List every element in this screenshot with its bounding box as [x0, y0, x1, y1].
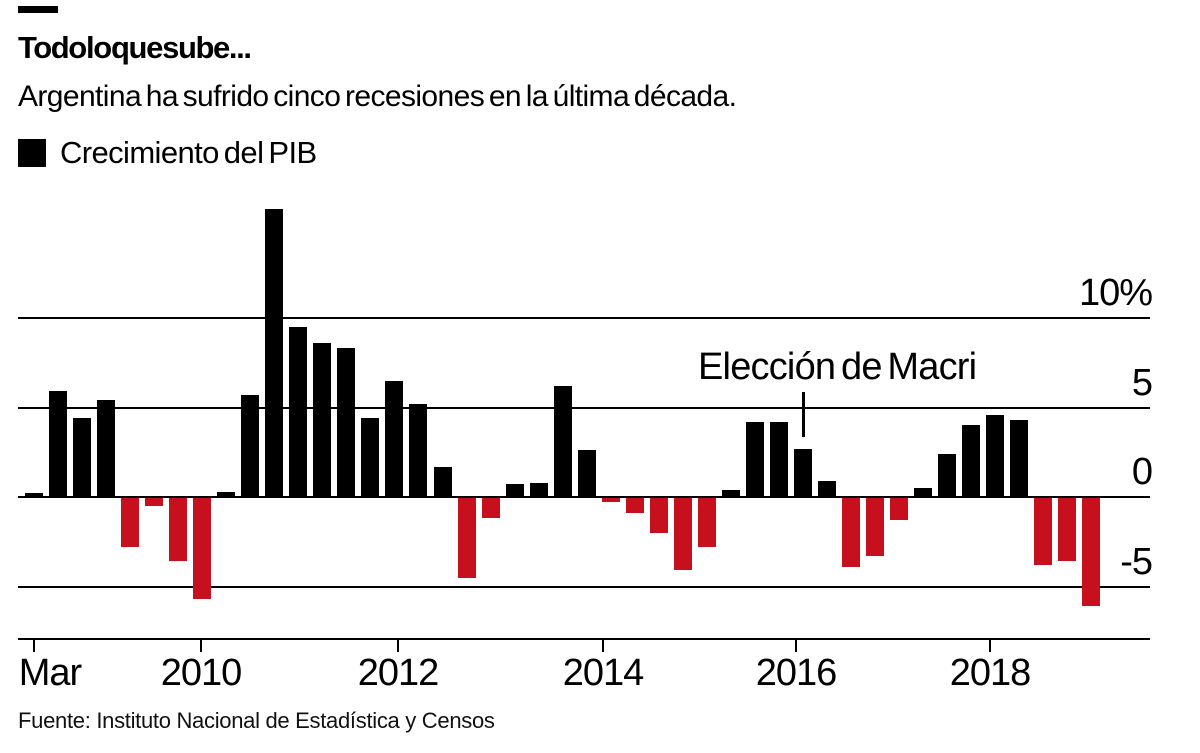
- x-axis-line: [18, 638, 1150, 640]
- x-axis-label: 2012: [357, 652, 440, 694]
- bar: [553, 386, 572, 497]
- top-rule: [18, 6, 58, 13]
- bar: [890, 497, 909, 521]
- annotation-label: Elección de Macri: [698, 346, 977, 388]
- chart-subtitle: Argentina ha sufrido cinco recesiones en…: [18, 80, 737, 113]
- bar: [601, 497, 620, 503]
- bar: [73, 418, 92, 497]
- bar: [625, 497, 644, 514]
- bar: [193, 497, 212, 600]
- x-axis-tick: [33, 638, 35, 652]
- bar: [265, 208, 284, 497]
- bar: [745, 421, 764, 497]
- gridline-5: [18, 406, 1150, 409]
- bar: [1034, 497, 1053, 566]
- x-axis-label: 2016: [755, 652, 838, 694]
- bar: [721, 489, 740, 497]
- x-axis-label: 2018: [949, 652, 1032, 694]
- bar: [793, 448, 812, 497]
- gridline-10: [18, 317, 1150, 319]
- zero-baseline: [18, 496, 1150, 498]
- source-note: Fuente: Instituto Nacional de Estadístic…: [18, 708, 495, 733]
- bar: [817, 480, 836, 497]
- bar: [169, 497, 188, 562]
- bar: [289, 326, 308, 497]
- x-axis-label: 2010: [160, 652, 243, 694]
- x-axis-tick: [989, 638, 991, 652]
- y-axis-label: -5: [1120, 540, 1153, 583]
- bar: [866, 497, 885, 557]
- bar: [673, 497, 692, 571]
- bar: [241, 394, 260, 497]
- chart-title: Todo lo que sube...: [18, 30, 252, 65]
- x-axis-tick: [795, 638, 797, 652]
- annotation-pointer-line: [801, 392, 805, 437]
- bar: [25, 493, 43, 497]
- legend-label: Crecimiento del PIB: [60, 135, 317, 170]
- bar: [457, 497, 476, 578]
- bar: [1058, 497, 1077, 562]
- bar: [145, 497, 164, 506]
- bar: [97, 400, 116, 497]
- gridline--5: [18, 585, 1150, 588]
- bar: [529, 482, 548, 497]
- bar: [938, 454, 957, 497]
- bar: [1082, 497, 1101, 607]
- x-axis-tick: [602, 638, 604, 652]
- bar: [49, 391, 68, 497]
- bar: [481, 497, 500, 519]
- bar: [121, 497, 140, 548]
- bar: [697, 497, 716, 548]
- bar: [313, 343, 332, 497]
- bar: [337, 348, 356, 497]
- bar: [217, 491, 236, 497]
- y-axis-label: 10%: [1078, 272, 1153, 314]
- y-axis-label: 0: [1131, 451, 1153, 493]
- bar: [914, 488, 933, 497]
- bar: [577, 450, 596, 497]
- bar: [505, 484, 524, 497]
- bar: [361, 418, 380, 497]
- x-axis-tick: [200, 638, 202, 652]
- bar: [649, 497, 668, 533]
- y-axis-label: 5: [1131, 361, 1153, 404]
- legend: Crecimiento del PIB: [18, 135, 317, 171]
- bar: [962, 425, 981, 497]
- legend-swatch: [18, 139, 46, 167]
- bar: [842, 497, 861, 567]
- bar: [769, 421, 788, 497]
- bar: [385, 380, 404, 497]
- bar: [1010, 420, 1029, 497]
- x-axis-label: 2014: [562, 652, 645, 694]
- bar: [986, 414, 1005, 497]
- x-axis-label: Mar: [18, 652, 82, 694]
- bar: [409, 403, 428, 497]
- bar: [433, 466, 452, 497]
- x-axis-tick: [397, 638, 399, 652]
